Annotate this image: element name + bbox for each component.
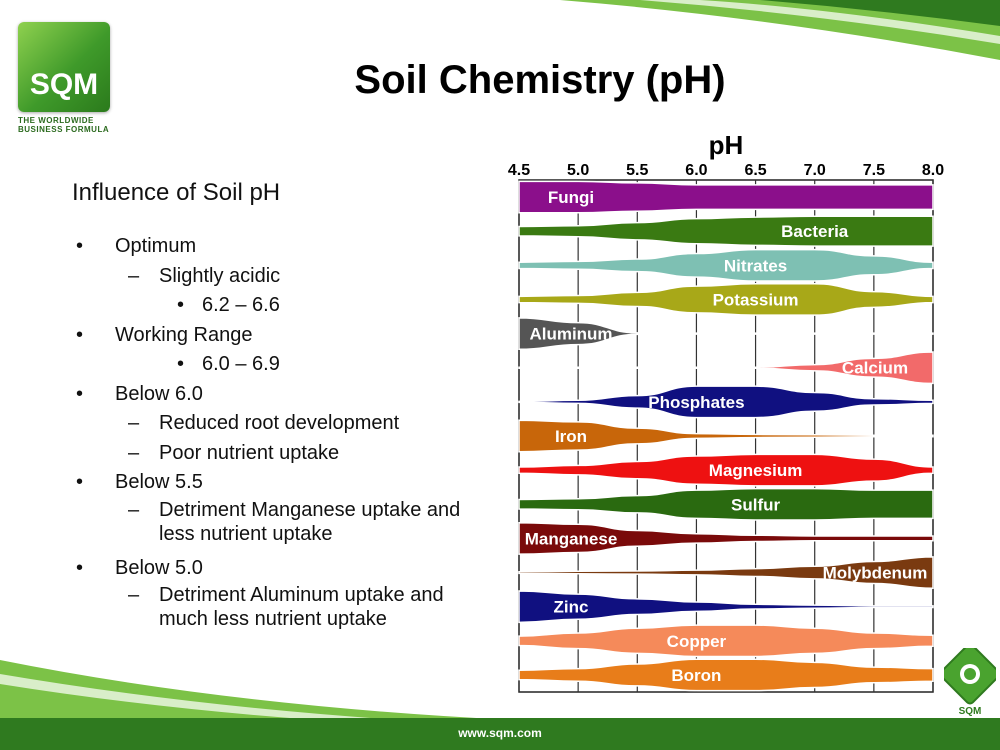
band-label-magnesium: Magnesium xyxy=(709,461,803,480)
chart-title: pH xyxy=(709,130,744,160)
bullet-marker: – xyxy=(128,441,140,464)
band-label-potassium: Potassium xyxy=(713,290,799,309)
bullet-marker: – xyxy=(128,264,140,287)
band-label-sulfur: Sulfur xyxy=(731,495,780,514)
tagline-line-2: BUSINESS FORMULA xyxy=(18,125,110,134)
x-tick-label: 4.5 xyxy=(508,162,530,179)
x-tick-label: 6.0 xyxy=(685,162,707,179)
band-label-calcium: Calcium xyxy=(842,359,908,378)
bullet-marker: • xyxy=(76,471,84,493)
band-zinc xyxy=(518,590,934,624)
band-sulfur xyxy=(518,487,934,521)
bullet-text: Detriment Manganese uptake and less nutr… xyxy=(159,498,461,545)
bullet-text: Working Range xyxy=(115,323,253,346)
band-label-aluminum: Aluminum xyxy=(529,325,612,344)
bullet-item: – Detriment Manganese uptake and less nut… xyxy=(70,498,490,554)
band-potassium xyxy=(518,283,934,316)
band-bacteria xyxy=(518,215,934,247)
band-label-phosphates: Phosphates xyxy=(648,393,744,412)
band-label-molybdenum: Molybdenum xyxy=(823,564,928,583)
band-aluminum xyxy=(518,317,934,351)
footer-website-link[interactable]: www.sqm.com xyxy=(458,726,542,740)
bullet-text: 6.0 – 6.9 xyxy=(202,353,280,375)
bullet-marker: • xyxy=(76,382,84,405)
bullet-marker: • xyxy=(177,353,185,375)
band-label-boron: Boron xyxy=(671,666,721,685)
band-label-zinc: Zinc xyxy=(554,598,589,617)
bullet-text: Slightly acidic xyxy=(159,264,281,287)
band-phosphates xyxy=(518,385,934,419)
bullet-text: Optimum xyxy=(115,235,197,257)
bullet-item: • 6.2 – 6.6 xyxy=(70,291,490,321)
bullet-text: Detriment Aluminum uptake and much less … xyxy=(159,584,444,630)
x-tick-label: 6.5 xyxy=(744,162,766,179)
sqm-logo: SQM THE WORLDWIDE BUSINESS FORMULA xyxy=(18,22,118,142)
band-manganese xyxy=(518,521,934,555)
x-tick-label: 5.5 xyxy=(626,162,648,179)
logo-text: SQM xyxy=(29,68,99,101)
bullet-marker: – xyxy=(128,584,140,606)
bullet-text: Poor nutrient uptake xyxy=(159,441,340,464)
band-label-fungi: Fungi xyxy=(548,188,594,207)
bullet-item: • Working Range xyxy=(70,321,490,351)
band-copper xyxy=(518,624,934,658)
bullet-text: Below 6.0 xyxy=(115,382,203,405)
bullet-marker: – xyxy=(128,498,140,521)
bullet-item: • Optimum xyxy=(70,232,490,262)
band-calcium xyxy=(518,351,934,385)
top-swoosh-decoration xyxy=(560,0,1000,60)
bullet-marker: – xyxy=(128,412,140,434)
bullet-text: 6.2 – 6.6 xyxy=(202,294,280,316)
bullet-item: – Slightly acidic xyxy=(70,262,490,292)
band-nitrates xyxy=(518,248,934,282)
x-tick-label: 7.5 xyxy=(863,162,885,179)
band-iron xyxy=(518,419,934,453)
sqm-logo-box: SQM xyxy=(18,22,110,112)
band-label-nitrates: Nitrates xyxy=(724,256,787,275)
nutrient-availability-chart: pH 4.5 5.0 5.5 6.0 6.5 7.0 7.5 8.0 Fungi Bacteria N… xyxy=(508,130,944,693)
bullet-text: Below 5.0 xyxy=(115,556,203,579)
band-label-copper: Copper xyxy=(667,632,727,651)
slide-subtitle: Influence of Soil pH xyxy=(72,179,281,206)
bullet-marker: • xyxy=(76,235,84,257)
x-tick-label: 7.0 xyxy=(804,162,826,179)
band-label-iron: Iron xyxy=(555,427,587,446)
bullet-item: – Detriment Aluminum uptake and much less… xyxy=(70,583,490,639)
band-molybdenum xyxy=(518,556,934,589)
band-magnesium xyxy=(518,453,934,487)
bullet-list: • Optimum – Slightly acidic • 6.2 – 6.6 • Worki… xyxy=(70,232,490,639)
x-tick-label: 8.0 xyxy=(922,162,944,179)
slide-title: Soil Chemistry (pH) xyxy=(354,58,726,102)
band-fungi xyxy=(518,180,934,214)
corner-sqm-badge: SQM xyxy=(944,648,996,717)
bullet-item: – Poor nutrient uptake xyxy=(70,439,490,469)
bullet-item: • 6.0 – 6.9 xyxy=(70,350,490,380)
tagline-line-1: THE WORLDWIDE xyxy=(18,116,94,125)
band-boron xyxy=(518,658,934,692)
band-label-bacteria: Bacteria xyxy=(781,222,849,241)
x-tick-label: 5.0 xyxy=(567,162,589,179)
bullet-item: • Below 6.0 xyxy=(70,380,490,410)
bullet-marker: • xyxy=(76,556,84,579)
band-label-manganese: Manganese xyxy=(525,529,618,548)
bullet-text: Below 5.5 xyxy=(115,471,203,493)
bullet-item: • Below 5.5 xyxy=(70,468,490,498)
bullet-item: – Reduced root development xyxy=(70,409,490,439)
bullet-text: Reduced root development xyxy=(159,412,400,434)
bullet-marker: • xyxy=(76,323,84,346)
bullet-item: • Below 5.0 xyxy=(70,554,490,584)
bullet-marker: • xyxy=(177,294,185,316)
logo-tagline: THE WORLDWIDE BUSINESS FORMULA xyxy=(18,116,128,134)
corner-badge-text: SQM xyxy=(959,706,982,717)
footer-bar xyxy=(0,718,1000,750)
